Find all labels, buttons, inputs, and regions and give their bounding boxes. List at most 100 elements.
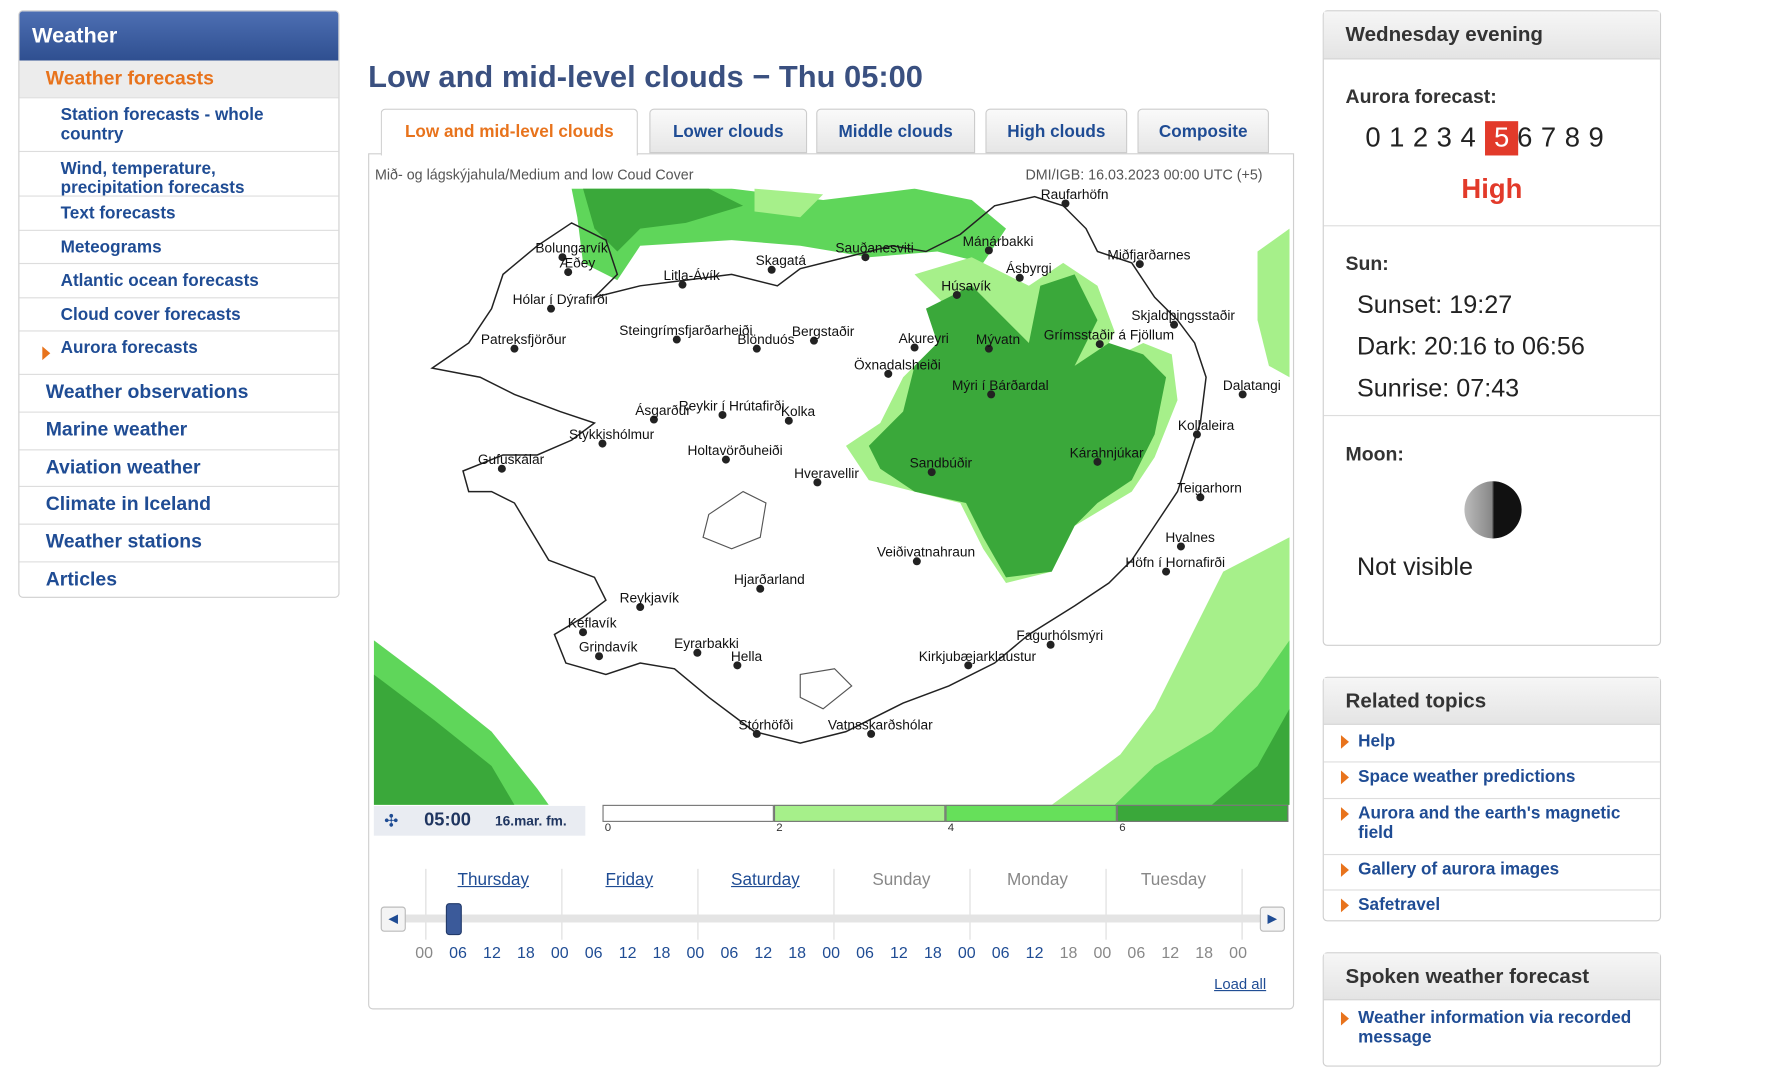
hour[interactable]: 00 bbox=[550, 943, 569, 962]
sidebar-link[interactable]: Aurora forecasts bbox=[60, 338, 198, 358]
place-label: Æðey bbox=[559, 256, 595, 271]
sidebar-section[interactable]: Aviation weather bbox=[45, 456, 201, 478]
station-dot bbox=[752, 344, 761, 353]
list-link[interactable]: Safetravel bbox=[1358, 895, 1441, 915]
station-dot bbox=[964, 661, 973, 670]
legend-swatch bbox=[602, 804, 774, 822]
hour[interactable]: 06 bbox=[584, 943, 603, 962]
day[interactable]: Saturday bbox=[731, 869, 800, 890]
sidebar-separator bbox=[19, 262, 339, 265]
sidebar-section[interactable]: Marine weather bbox=[45, 418, 188, 441]
station-dot bbox=[649, 415, 658, 424]
cloud-area bbox=[868, 274, 1167, 578]
place-label: Skjaldþingsstaðir bbox=[1131, 308, 1235, 323]
station-dot bbox=[809, 336, 818, 345]
hour: 00 bbox=[415, 943, 434, 962]
sidebar-separator bbox=[19, 485, 339, 488]
list-link[interactable]: Help bbox=[1358, 731, 1396, 752]
place-label: Fagurhólsmýri bbox=[1016, 628, 1103, 643]
sidebar-section[interactable]: Articles bbox=[45, 568, 118, 590]
sun-dark: Dark: 20:16 to 06:56 bbox=[1356, 331, 1585, 361]
hour[interactable]: 12 bbox=[754, 943, 773, 962]
load-all[interactable]: Load all bbox=[1214, 975, 1267, 993]
aurora-digit: 5 bbox=[1485, 121, 1519, 156]
tab[interactable]: Lower clouds bbox=[649, 108, 808, 154]
station-dot bbox=[784, 416, 793, 425]
aurora-panel: Wednesday evening Aurora forecast: 0 1 2 3 4 5 6… bbox=[1322, 10, 1662, 646]
place-label: Mývatn bbox=[976, 332, 1020, 347]
hour[interactable]: 12 bbox=[483, 943, 501, 962]
place-label: Keflavík bbox=[568, 616, 617, 631]
hour[interactable]: 18 bbox=[516, 943, 535, 962]
hour[interactable]: 06 bbox=[720, 943, 739, 962]
sidebar-separator bbox=[19, 449, 339, 451]
day[interactable]: Friday bbox=[605, 869, 654, 890]
list-link[interactable]: Weather information via recorded message bbox=[1358, 1008, 1632, 1048]
station-dot bbox=[927, 468, 936, 477]
place-label: Raufarhöfn bbox=[1041, 189, 1109, 202]
related-panel: Related topics Help Space weather predicti… bbox=[1322, 676, 1662, 922]
hour[interactable]: 18 bbox=[652, 943, 671, 962]
sidebar-link[interactable]: Cloud cover forecasts bbox=[60, 305, 241, 325]
hour[interactable]: 00 bbox=[686, 943, 705, 962]
hour[interactable]: 18 bbox=[788, 943, 807, 962]
aurora-digit: 6 bbox=[1517, 122, 1533, 154]
panel-title: Related topics bbox=[1323, 677, 1660, 725]
hour[interactable]: 12 bbox=[618, 943, 637, 962]
separator bbox=[1323, 889, 1660, 891]
station-dot bbox=[558, 253, 567, 262]
sidebar-current[interactable]: Weather forecasts bbox=[19, 60, 339, 98]
station-dot bbox=[1176, 542, 1185, 551]
tab[interactable]: Composite bbox=[1137, 108, 1269, 154]
station-dot bbox=[693, 648, 702, 657]
station-dot bbox=[497, 464, 506, 473]
place-label: Gufuskálar bbox=[478, 452, 545, 467]
hour[interactable]: 06 bbox=[856, 943, 874, 962]
station-dot bbox=[867, 729, 876, 738]
hour[interactable]: 06 bbox=[449, 943, 467, 962]
sidebar-link[interactable]: Atlantic ocean forecasts bbox=[60, 270, 259, 291]
day-divider bbox=[1105, 868, 1107, 940]
legend-label: 2 bbox=[776, 821, 783, 835]
slider-prev[interactable]: ◀ bbox=[380, 906, 406, 932]
list-marker bbox=[1340, 1011, 1349, 1026]
sidebar-link[interactable]: Text forecasts bbox=[60, 203, 176, 223]
glacier-outline bbox=[702, 490, 853, 710]
sidebar-section[interactable]: Weather stations bbox=[45, 530, 202, 553]
day[interactable]: Thursday bbox=[457, 869, 530, 890]
hour[interactable]: 06 bbox=[991, 943, 1010, 962]
sidebar-separator bbox=[19, 411, 339, 413]
hour[interactable]: 18 bbox=[923, 943, 942, 962]
sidebar-link[interactable]: Station forecasts - whole country bbox=[60, 105, 264, 145]
tab[interactable]: Low and mid-level clouds bbox=[380, 108, 638, 156]
station-dot bbox=[752, 729, 761, 738]
slider-next[interactable]: ▶ bbox=[1259, 906, 1285, 932]
tab[interactable]: Middle clouds bbox=[816, 108, 976, 154]
sidebar-section[interactable]: Weather observations bbox=[45, 380, 249, 403]
panel-title: Wednesday evening bbox=[1323, 11, 1660, 60]
place-label: Reykjavík bbox=[620, 590, 680, 605]
hour[interactable]: 12 bbox=[1025, 943, 1044, 962]
station-dot bbox=[678, 280, 687, 289]
map-source: DMI/IGB: 16.03.2023 00:00 UTC (+5) bbox=[1025, 166, 1263, 183]
station-dot bbox=[756, 584, 765, 593]
list-link[interactable]: Space weather predictions bbox=[1358, 767, 1576, 787]
hour[interactable]: 00 bbox=[957, 943, 976, 962]
place-label: Akureyri bbox=[899, 331, 949, 346]
sidebar-link[interactable]: Wind, temperature, precipitation forecas… bbox=[60, 158, 245, 198]
list-link[interactable]: Aurora and the earth's magnetic field bbox=[1358, 803, 1621, 843]
place-label: Hólar í Dýrafirði bbox=[513, 292, 608, 307]
list-link[interactable]: Gallery of aurora images bbox=[1358, 859, 1560, 880]
sun-label: Sun: bbox=[1345, 252, 1389, 275]
sidebar-separator bbox=[19, 229, 339, 231]
station-dot bbox=[1061, 199, 1070, 208]
sidebar-link[interactable]: Meteograms bbox=[60, 237, 162, 258]
sidebar-section[interactable]: Climate in Iceland bbox=[45, 492, 211, 515]
hour[interactable]: 12 bbox=[890, 943, 908, 962]
tab[interactable]: High clouds bbox=[985, 108, 1128, 154]
hour[interactable]: 00 bbox=[822, 943, 841, 962]
day: Sunday bbox=[872, 869, 931, 890]
slider-handle[interactable] bbox=[445, 903, 462, 936]
place-label: Hveravellir bbox=[794, 466, 859, 481]
place-label: Dalatangi bbox=[1223, 378, 1281, 393]
